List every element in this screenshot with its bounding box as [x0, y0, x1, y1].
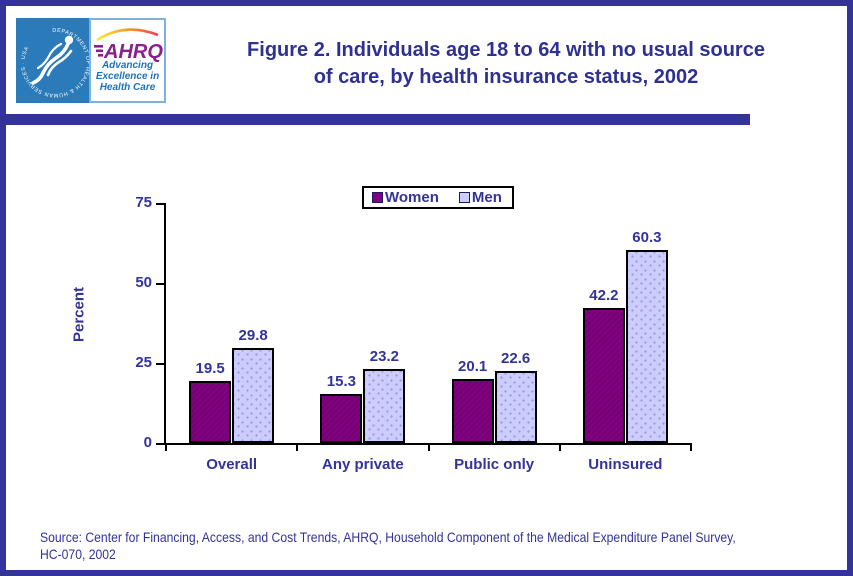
ahrq-acronym-text: AHRQ: [103, 41, 163, 62]
ahrq-swoosh-icon: [96, 28, 159, 42]
x-tick-mark: [427, 443, 430, 451]
bar-women-uninsured: [582, 307, 625, 443]
y-tick-mark: [156, 283, 164, 285]
bar-value-label: 29.8: [238, 326, 268, 344]
x-tick-mark: [690, 443, 692, 451]
bar-value-label: 22.6: [501, 349, 531, 367]
x-tick-mark: [296, 443, 299, 451]
x-category-label: Any private: [322, 456, 404, 473]
source-note-line1: Source: Center for Financing, Access, an…: [40, 529, 736, 545]
ahrq-tagline-line1: Advancing: [101, 60, 154, 71]
figure-title-line2: of care, by health insurance status, 200…: [313, 66, 699, 88]
x-category-label: Overall: [206, 456, 258, 473]
y-tick-mark: [156, 203, 164, 205]
bar-men-public-only: [494, 370, 537, 443]
hhs-logo: DEPARTMENT OF HEALTH & HUMAN SERVICES · …: [16, 18, 89, 103]
women-swatch-icon: [372, 192, 383, 203]
men-swatch-icon: [458, 192, 470, 203]
legend-label-men: Men: [471, 189, 502, 206]
bar-men-any-private: [363, 368, 406, 443]
bar-value-label: 20.1: [458, 357, 488, 375]
source-note: Source: Center for Financing, Access, an…: [40, 529, 736, 563]
legend-item-women: Women: [372, 189, 439, 206]
bar-value-label: 19.5: [195, 359, 225, 377]
bar-value-label: 60.3: [632, 229, 662, 247]
y-tick-label: 50: [135, 274, 152, 291]
ahrq-tagline: Advancing Excellence in Health Care: [96, 60, 159, 93]
bar-women-overall: [189, 380, 232, 443]
y-axis-title: Percent: [70, 286, 88, 343]
bar-chart: Percent Women Men 0 25 50 75 19.5 29.8 Overall…: [6, 6, 847, 570]
figure-title-line1: Figure 2. Individuals age 18 to 64 with …: [247, 39, 765, 61]
header-divider-bar: [6, 114, 750, 125]
figure-title: Figure 2. Individuals age 18 to 64 with …: [166, 37, 846, 91]
ahrq-speed-stripes-icon: [94, 45, 103, 57]
legend-item-men: Men: [458, 189, 502, 206]
legend-label-women: Women: [385, 189, 439, 206]
x-category-label: Uninsured: [588, 456, 663, 473]
source-note-line2: HC-070, 2002: [40, 546, 116, 562]
bar-value-label: 23.2: [369, 347, 399, 365]
bar-women-any-private: [320, 394, 363, 443]
bar-men-uninsured: [625, 250, 668, 443]
ahrq-logo-mark: AHRQ: [94, 28, 163, 62]
y-axis-line: [164, 203, 166, 445]
x-tick-mark: [165, 443, 167, 451]
y-tick-mark: [156, 443, 164, 445]
bar-value-label: 42.2: [589, 286, 619, 304]
bar-men-overall: [232, 347, 275, 443]
hhs-eagle-icon: [31, 35, 74, 85]
bar-value-label: 15.3: [326, 373, 356, 391]
y-tick-label: 25: [135, 354, 152, 371]
x-tick-mark: [558, 443, 561, 451]
y-tick-label: 0: [143, 434, 152, 451]
legend: Women Men: [362, 186, 514, 209]
x-category-label: Public only: [454, 456, 535, 473]
ahrq-logo: AHRQ Advancing Excellence in Health Care: [89, 18, 166, 103]
ahrq-tagline-line3: Health Care: [99, 82, 156, 93]
ahrq-tagline-line2: Excellence in: [95, 71, 160, 82]
y-tick-label: 75: [135, 194, 152, 211]
y-tick-mark: [156, 363, 164, 365]
bar-women-public-only: [451, 378, 494, 443]
